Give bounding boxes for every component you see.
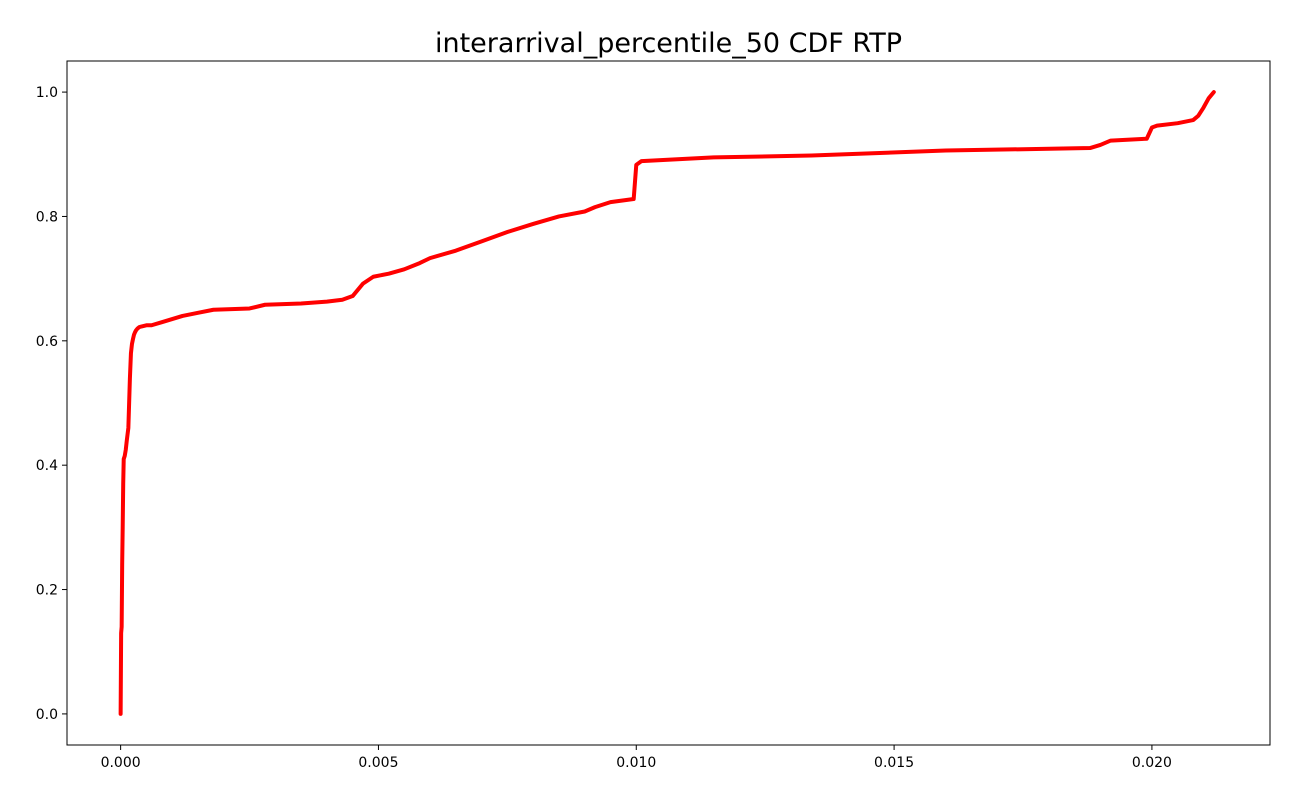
- x-tick-label: 0.005: [358, 755, 398, 771]
- y-tick-label: 0.0: [36, 707, 58, 723]
- y-tick-label: 0.8: [36, 209, 58, 225]
- plot-frame: [66, 60, 1271, 746]
- x-axis-ticks: 0.000 0.005 0.010 0.015 0.020: [101, 745, 1172, 771]
- x-tick-label: 0.015: [874, 755, 914, 771]
- x-tick-label: 0.010: [616, 755, 656, 771]
- y-axis-ticks: 0.0 0.2 0.4 0.6 0.8 1.0: [36, 85, 67, 723]
- series-layer: [118, 90, 1216, 716]
- x-tick-label: 0.000: [101, 755, 141, 771]
- series-line: [118, 90, 1216, 716]
- y-tick-label: 0.4: [36, 458, 58, 474]
- y-tick-label: 1.0: [36, 85, 58, 101]
- y-tick-label: 0.2: [36, 583, 58, 599]
- x-tick-label: 0.020: [1132, 755, 1172, 771]
- y-tick-label: 0.6: [36, 334, 58, 350]
- chart-title: interarrival_percentile_50 CDF RTP: [435, 28, 902, 59]
